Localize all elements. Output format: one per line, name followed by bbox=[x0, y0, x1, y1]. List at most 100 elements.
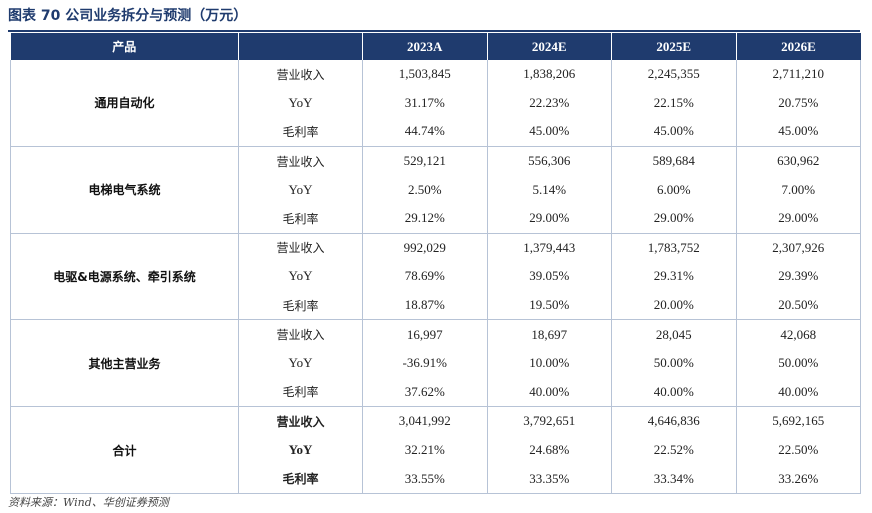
metric-label: YoY bbox=[238, 262, 363, 291]
value-cell: 589,684 bbox=[611, 146, 737, 176]
segment-name: 电梯电气系统 bbox=[10, 146, 239, 234]
value-cell: 3,792,651 bbox=[486, 406, 612, 436]
table-row: 通用自动化 营业收入 1,503,845 1,838,206 2,245,355… bbox=[10, 60, 861, 147]
value-cell: 1,838,206 bbox=[486, 60, 612, 89]
value-cell: 33.35% bbox=[486, 464, 612, 494]
header-year: 2024E bbox=[486, 33, 612, 60]
figure-title: 图表 70 公司业务拆分与预测（万元） bbox=[8, 8, 248, 24]
value-cell: 28,045 bbox=[611, 319, 737, 349]
value-cell: 78.69% bbox=[362, 262, 488, 291]
value-cell: 22.50% bbox=[735, 435, 861, 465]
header-metric bbox=[238, 33, 363, 60]
title-rule bbox=[8, 30, 860, 32]
value-cell: 556,306 bbox=[486, 146, 612, 176]
segment-name: 其他主营业务 bbox=[10, 319, 239, 408]
value-cell: 630,962 bbox=[735, 146, 861, 176]
header-row: 产品 2023A 2024E 2025E 2026E bbox=[10, 33, 861, 60]
metric-label: 营业收入 bbox=[238, 406, 363, 436]
metric-label: 毛利率 bbox=[238, 117, 363, 147]
table-row: 毛利率 18.87% 19.50% 20.00% 20.50% bbox=[11, 290, 861, 321]
value-cell: 31.17% bbox=[362, 88, 488, 118]
metric-label: 营业收入 bbox=[238, 233, 363, 263]
segment-name: 电驱&电源系统、牵引系统 bbox=[10, 233, 239, 321]
value-cell: 20.00% bbox=[611, 290, 737, 321]
value-cell: 22.15% bbox=[611, 88, 737, 118]
value-cell: 40.00% bbox=[735, 377, 861, 408]
value-cell: 1,783,752 bbox=[611, 233, 737, 263]
source-note: 资料来源：Wind、华创证券预测 bbox=[8, 496, 169, 509]
value-cell: 16,997 bbox=[362, 319, 488, 349]
value-cell: -36.91% bbox=[362, 348, 488, 378]
value-cell: 40.00% bbox=[611, 377, 737, 408]
value-cell: 5.14% bbox=[486, 175, 612, 204]
value-cell: 22.23% bbox=[486, 88, 612, 118]
table-row: 毛利率 33.55% 33.35% 33.34% 33.26% bbox=[11, 464, 861, 494]
value-cell: 40.00% bbox=[486, 377, 612, 408]
value-cell: 33.26% bbox=[735, 464, 861, 494]
header-year: 2025E bbox=[611, 33, 736, 60]
metric-label: 毛利率 bbox=[238, 377, 363, 408]
table-row: YoY -36.91% 10.00% 50.00% 50.00% bbox=[11, 348, 861, 378]
metric-label: 毛利率 bbox=[238, 464, 363, 494]
value-cell: 1,379,443 bbox=[486, 233, 612, 263]
value-cell: 5,692,165 bbox=[735, 406, 861, 436]
table-row: 其他主营业务 营业收入 16,997 18,697 28,045 42,068 bbox=[10, 319, 861, 408]
value-cell: 1,503,845 bbox=[362, 60, 488, 89]
value-cell: 20.50% bbox=[735, 290, 861, 321]
value-cell: 29.00% bbox=[486, 203, 612, 234]
value-cell: 45.00% bbox=[611, 117, 737, 147]
value-cell: 20.75% bbox=[735, 88, 861, 118]
value-cell: 29.00% bbox=[611, 203, 737, 234]
value-cell: 22.52% bbox=[611, 435, 737, 465]
business-forecast-table: 产品 2023A 2024E 2025E 2026E 通用自动化 营业收入 1,… bbox=[10, 33, 861, 494]
value-cell: 29.12% bbox=[362, 203, 488, 234]
table-row: YoY 2.50% 5.14% 6.00% 7.00% bbox=[11, 175, 861, 204]
value-cell: 29.39% bbox=[735, 262, 861, 291]
value-cell: 2,711,210 bbox=[735, 60, 861, 89]
metric-label: YoY bbox=[238, 88, 363, 118]
value-cell: 50.00% bbox=[611, 348, 737, 378]
value-cell: 2.50% bbox=[362, 175, 488, 204]
value-cell: 18.87% bbox=[362, 290, 488, 321]
header-year: 2026E bbox=[735, 33, 861, 60]
value-cell: 19.50% bbox=[486, 290, 612, 321]
value-cell: 33.34% bbox=[611, 464, 737, 494]
table-row: YoY 31.17% 22.23% 22.15% 20.75% bbox=[11, 88, 861, 118]
table-row: 合计 营业收入 3,041,992 3,792,651 4,646,836 5,… bbox=[10, 406, 861, 494]
value-cell: 7.00% bbox=[735, 175, 861, 204]
metric-label: 营业收入 bbox=[238, 146, 363, 176]
header-product: 产品 bbox=[10, 33, 239, 60]
table-row: YoY 32.21% 24.68% 22.52% 22.50% bbox=[11, 435, 861, 465]
value-cell: 42,068 bbox=[735, 319, 861, 349]
metric-label: YoY bbox=[238, 175, 363, 204]
value-cell: 45.00% bbox=[486, 117, 612, 147]
value-cell: 529,121 bbox=[362, 146, 488, 176]
table-row: 毛利率 44.74% 45.00% 45.00% 45.00% bbox=[11, 117, 861, 147]
table-row: 电驱&电源系统、牵引系统 营业收入 992,029 1,379,443 1,78… bbox=[10, 233, 861, 321]
header-year: 2023A bbox=[362, 33, 487, 60]
value-cell: 29.31% bbox=[611, 262, 737, 291]
value-cell: 45.00% bbox=[735, 117, 861, 147]
value-cell: 3,041,992 bbox=[362, 406, 488, 436]
value-cell: 50.00% bbox=[735, 348, 861, 378]
table-row: 电梯电气系统 营业收入 529,121 556,306 589,684 630,… bbox=[10, 146, 861, 234]
value-cell: 33.55% bbox=[362, 464, 488, 494]
table-row: 毛利率 29.12% 29.00% 29.00% 29.00% bbox=[11, 203, 861, 234]
table-row: 毛利率 37.62% 40.00% 40.00% 40.00% bbox=[11, 377, 861, 408]
value-cell: 6.00% bbox=[611, 175, 737, 204]
metric-label: 毛利率 bbox=[238, 203, 363, 234]
segment-name: 合计 bbox=[10, 406, 239, 494]
value-cell: 37.62% bbox=[362, 377, 488, 408]
metric-label: YoY bbox=[238, 348, 363, 378]
metric-label: 毛利率 bbox=[238, 290, 363, 321]
metric-label: 营业收入 bbox=[238, 60, 363, 89]
value-cell: 39.05% bbox=[486, 262, 612, 291]
value-cell: 24.68% bbox=[486, 435, 612, 465]
table-row: YoY 78.69% 39.05% 29.31% 29.39% bbox=[11, 262, 861, 291]
value-cell: 4,646,836 bbox=[611, 406, 737, 436]
segment-name: 通用自动化 bbox=[10, 60, 239, 147]
metric-label: YoY bbox=[238, 435, 363, 465]
value-cell: 2,307,926 bbox=[735, 233, 861, 263]
value-cell: 29.00% bbox=[735, 203, 861, 234]
metric-label: 营业收入 bbox=[238, 319, 363, 349]
